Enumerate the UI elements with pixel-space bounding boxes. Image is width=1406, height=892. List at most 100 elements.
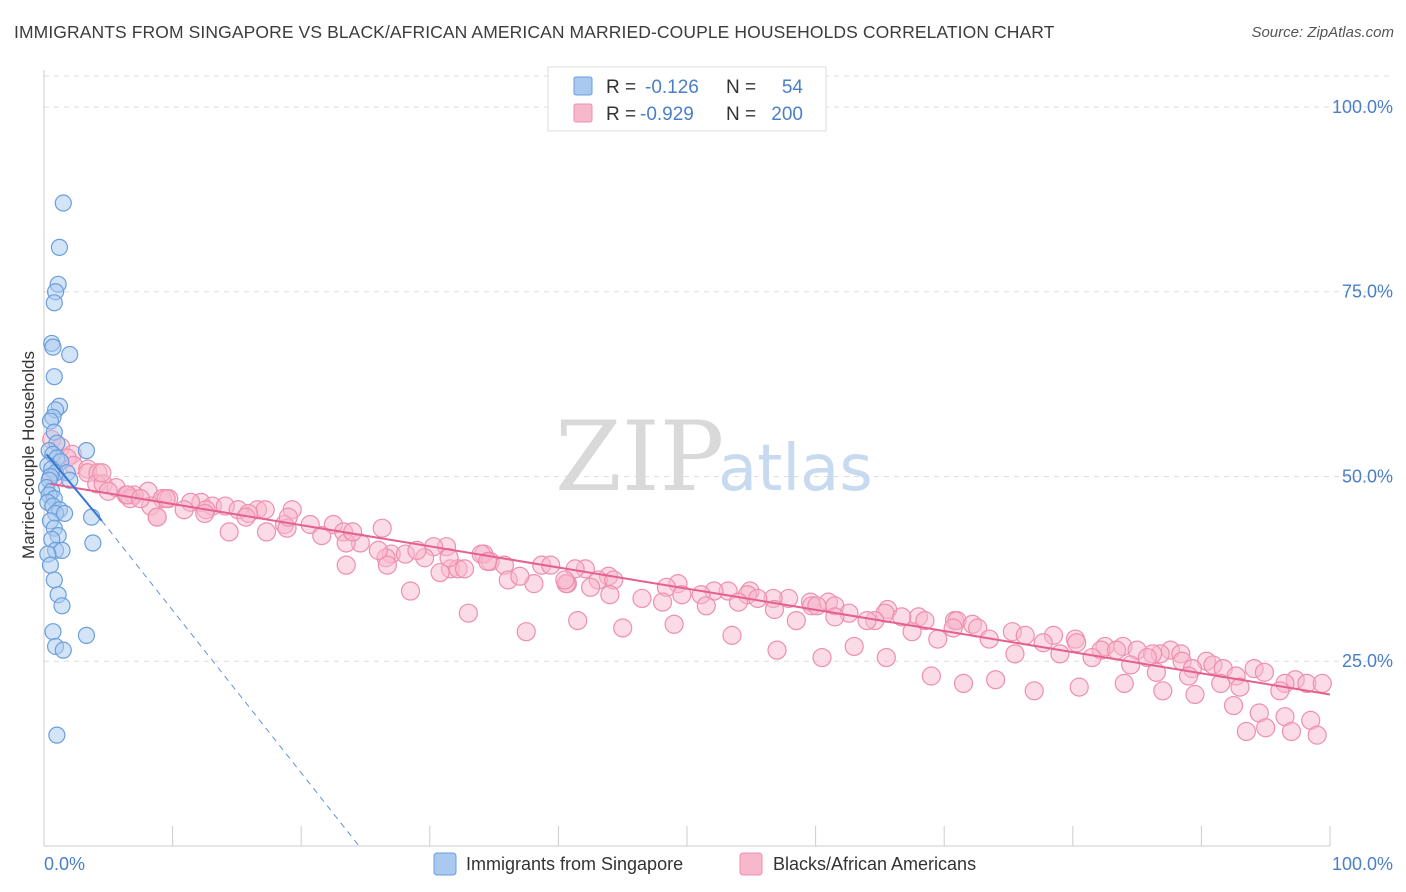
legend-series-label-blacks: Blacks/African Americans [773,854,976,874]
blacks-point [1223,695,1244,716]
blacks-point [1236,721,1257,742]
blacks-point [767,640,787,660]
blacks-point [219,522,239,542]
blacks-point [1069,677,1089,697]
source-credit: Source: ZipAtlas.com [1251,24,1394,41]
blacks-point [915,610,935,631]
blacks-point [147,507,167,527]
singapore-point [45,368,63,386]
blacks-point [825,607,845,627]
blacks-point [857,610,877,631]
legend-n-value-singapore: 54 [782,77,804,98]
blacks-point [400,581,421,601]
blacks-point [664,614,684,634]
gridlines [44,75,1392,662]
blacks-point [98,481,118,501]
legend-swatch-blacks [573,103,593,123]
singapore-point [44,623,62,641]
legend-n-label-singapore: N = [726,77,756,98]
blacks-point [1015,625,1035,645]
blacks-point [377,555,397,575]
y-tick-label: 75.0% [1342,282,1393,302]
blacks-point [1106,640,1127,660]
blacks-point [1114,673,1134,694]
y-axis-label: Married-couple Households [19,351,38,559]
legend-n-label-blacks: N = [726,104,756,125]
blacks-point [555,570,575,590]
singapore-point [53,597,71,615]
blacks-point [812,647,832,668]
trendline-blacks [50,482,1331,696]
singapore-point [77,442,96,460]
blacks-point [368,540,388,560]
blacks-point [195,503,215,524]
blacks-point [921,666,941,686]
blacks-point [510,566,530,586]
singapore-point [48,726,66,744]
blacks-point [632,588,652,609]
blacks-point [1024,681,1044,701]
blacks-point [568,610,588,631]
singapore-point [50,238,69,256]
chart-title: IMMIGRANTS FROM SINGAPORE VS BLACK/AFRIC… [14,22,1055,42]
singapore-point [53,541,71,559]
x-tick-labels: 0.0% 100.0% [44,854,1393,874]
legend-swatch-singapore [573,76,593,96]
singapore-point [61,345,79,364]
blacks-point [652,592,673,612]
x-tick-label-min: 0.0% [44,854,85,874]
singapore-point [45,294,63,312]
legend-n-value-blacks: 200 [771,104,803,125]
y-tick-label: 50.0% [1342,466,1393,486]
blacks-point [600,585,620,605]
blacks-point [672,585,692,605]
blacks-point [892,607,912,627]
blacks-point [1146,662,1166,682]
blacks-point [336,555,356,575]
blacks-point [1256,718,1276,738]
watermark-atlas: atlas [718,432,873,506]
blacks-point [722,625,742,645]
singapore-point [44,338,62,356]
blacks-point [613,618,633,638]
blacks-point [876,647,896,668]
blacks-point [312,525,332,546]
blacks-point [516,622,536,642]
blacks-point [1137,647,1157,668]
y-tick-label: 100.0% [1332,97,1393,117]
singapore-point [54,194,72,212]
blacks-point [786,610,806,631]
blacks-point [986,670,1006,690]
legend-series-swatch-singapore [433,852,457,876]
y-tick-label: 25.0% [1342,651,1393,671]
singapore-point [41,556,60,574]
blacks-point [764,599,785,620]
blacks-point [174,500,194,520]
legend-stats: R = -0.126 N = 54 R = -0.929 N = 200 [547,66,827,132]
legend-series-swatch-blacks [739,852,763,876]
legend-r-label-singapore: R = [606,77,636,98]
trendlines [45,453,1331,847]
singapore-point [55,504,74,523]
watermark-zip: ZIP [555,401,724,513]
y-tick-labels: 100.0% 75.0% 50.0% 25.0% [1332,97,1393,671]
blacks-point [458,603,478,623]
trendline-singapore [45,453,103,522]
trendline-singapore-extrapolated [101,520,360,847]
legend-r-value-singapore: -0.126 [645,77,699,98]
blacks-point [92,463,112,483]
blacks-point [580,577,601,597]
blacks-point [696,596,716,616]
legend-r-label-blacks: R = [606,104,636,125]
watermark: ZIP atlas [555,401,873,513]
legend-stats-box [547,66,827,132]
singapore-point [54,641,72,659]
legend-r-value-blacks: -0.929 [640,104,694,125]
blacks-point [928,629,948,649]
blacks-point [430,562,450,583]
legend-series-label-singapore: Immigrants from Singapore [466,854,683,874]
blacks-point [1067,633,1087,653]
blacks-point [1307,725,1327,745]
blacks-point [1281,721,1302,742]
